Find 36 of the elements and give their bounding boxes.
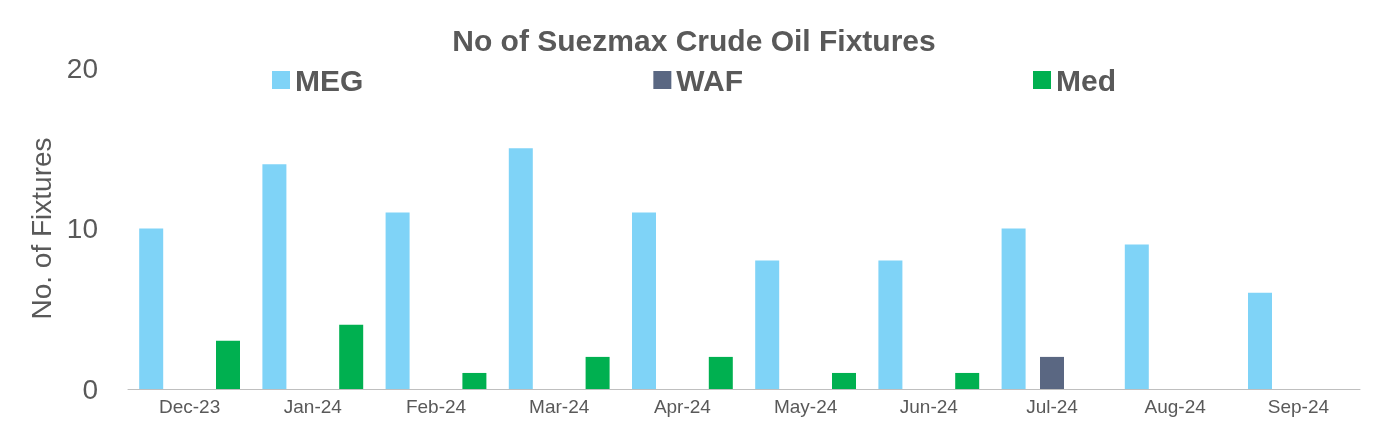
bar [1040,356,1064,389]
bar [708,356,733,389]
legend-label: MEG [295,63,364,97]
bar [339,324,364,389]
x-tick-label: Jan-24 [283,396,343,417]
x-tick-label: Jul-24 [1026,396,1079,417]
y-tick-label: 0 [82,373,98,405]
x-tick-label: Dec-23 [158,396,221,417]
legend-label: WAF [676,63,743,97]
bar [262,164,287,389]
bar [216,340,240,389]
bar [508,148,533,389]
x-tick-label: Apr-24 [653,396,712,417]
bar [878,260,903,389]
x-tick-label: Jun-24 [899,396,959,417]
x-tick-label: Aug-24 [1144,396,1207,417]
x-tick-label: Mar-24 [529,396,590,417]
bar [139,228,164,389]
bar [832,372,856,389]
y-tick-label: 10 [66,213,98,244]
y-axis-title: No. of Fixtures [26,137,58,320]
x-tick-label: May-24 [773,396,838,417]
bar [955,372,980,389]
bar [1124,244,1149,389]
bar [1001,228,1026,389]
bar [462,372,487,389]
bar [632,212,656,389]
chart-title: No of Suezmax Crude Oil Fixtures [452,23,936,57]
bar [385,212,410,389]
bar [585,356,610,389]
bar [755,260,780,389]
x-tick-label: Feb-24 [405,396,467,417]
legend-label: Med [1055,63,1116,97]
x-tick-label: Sep-24 [1267,396,1330,417]
y-tick-label: 20 [66,52,98,84]
bar [1248,292,1272,389]
